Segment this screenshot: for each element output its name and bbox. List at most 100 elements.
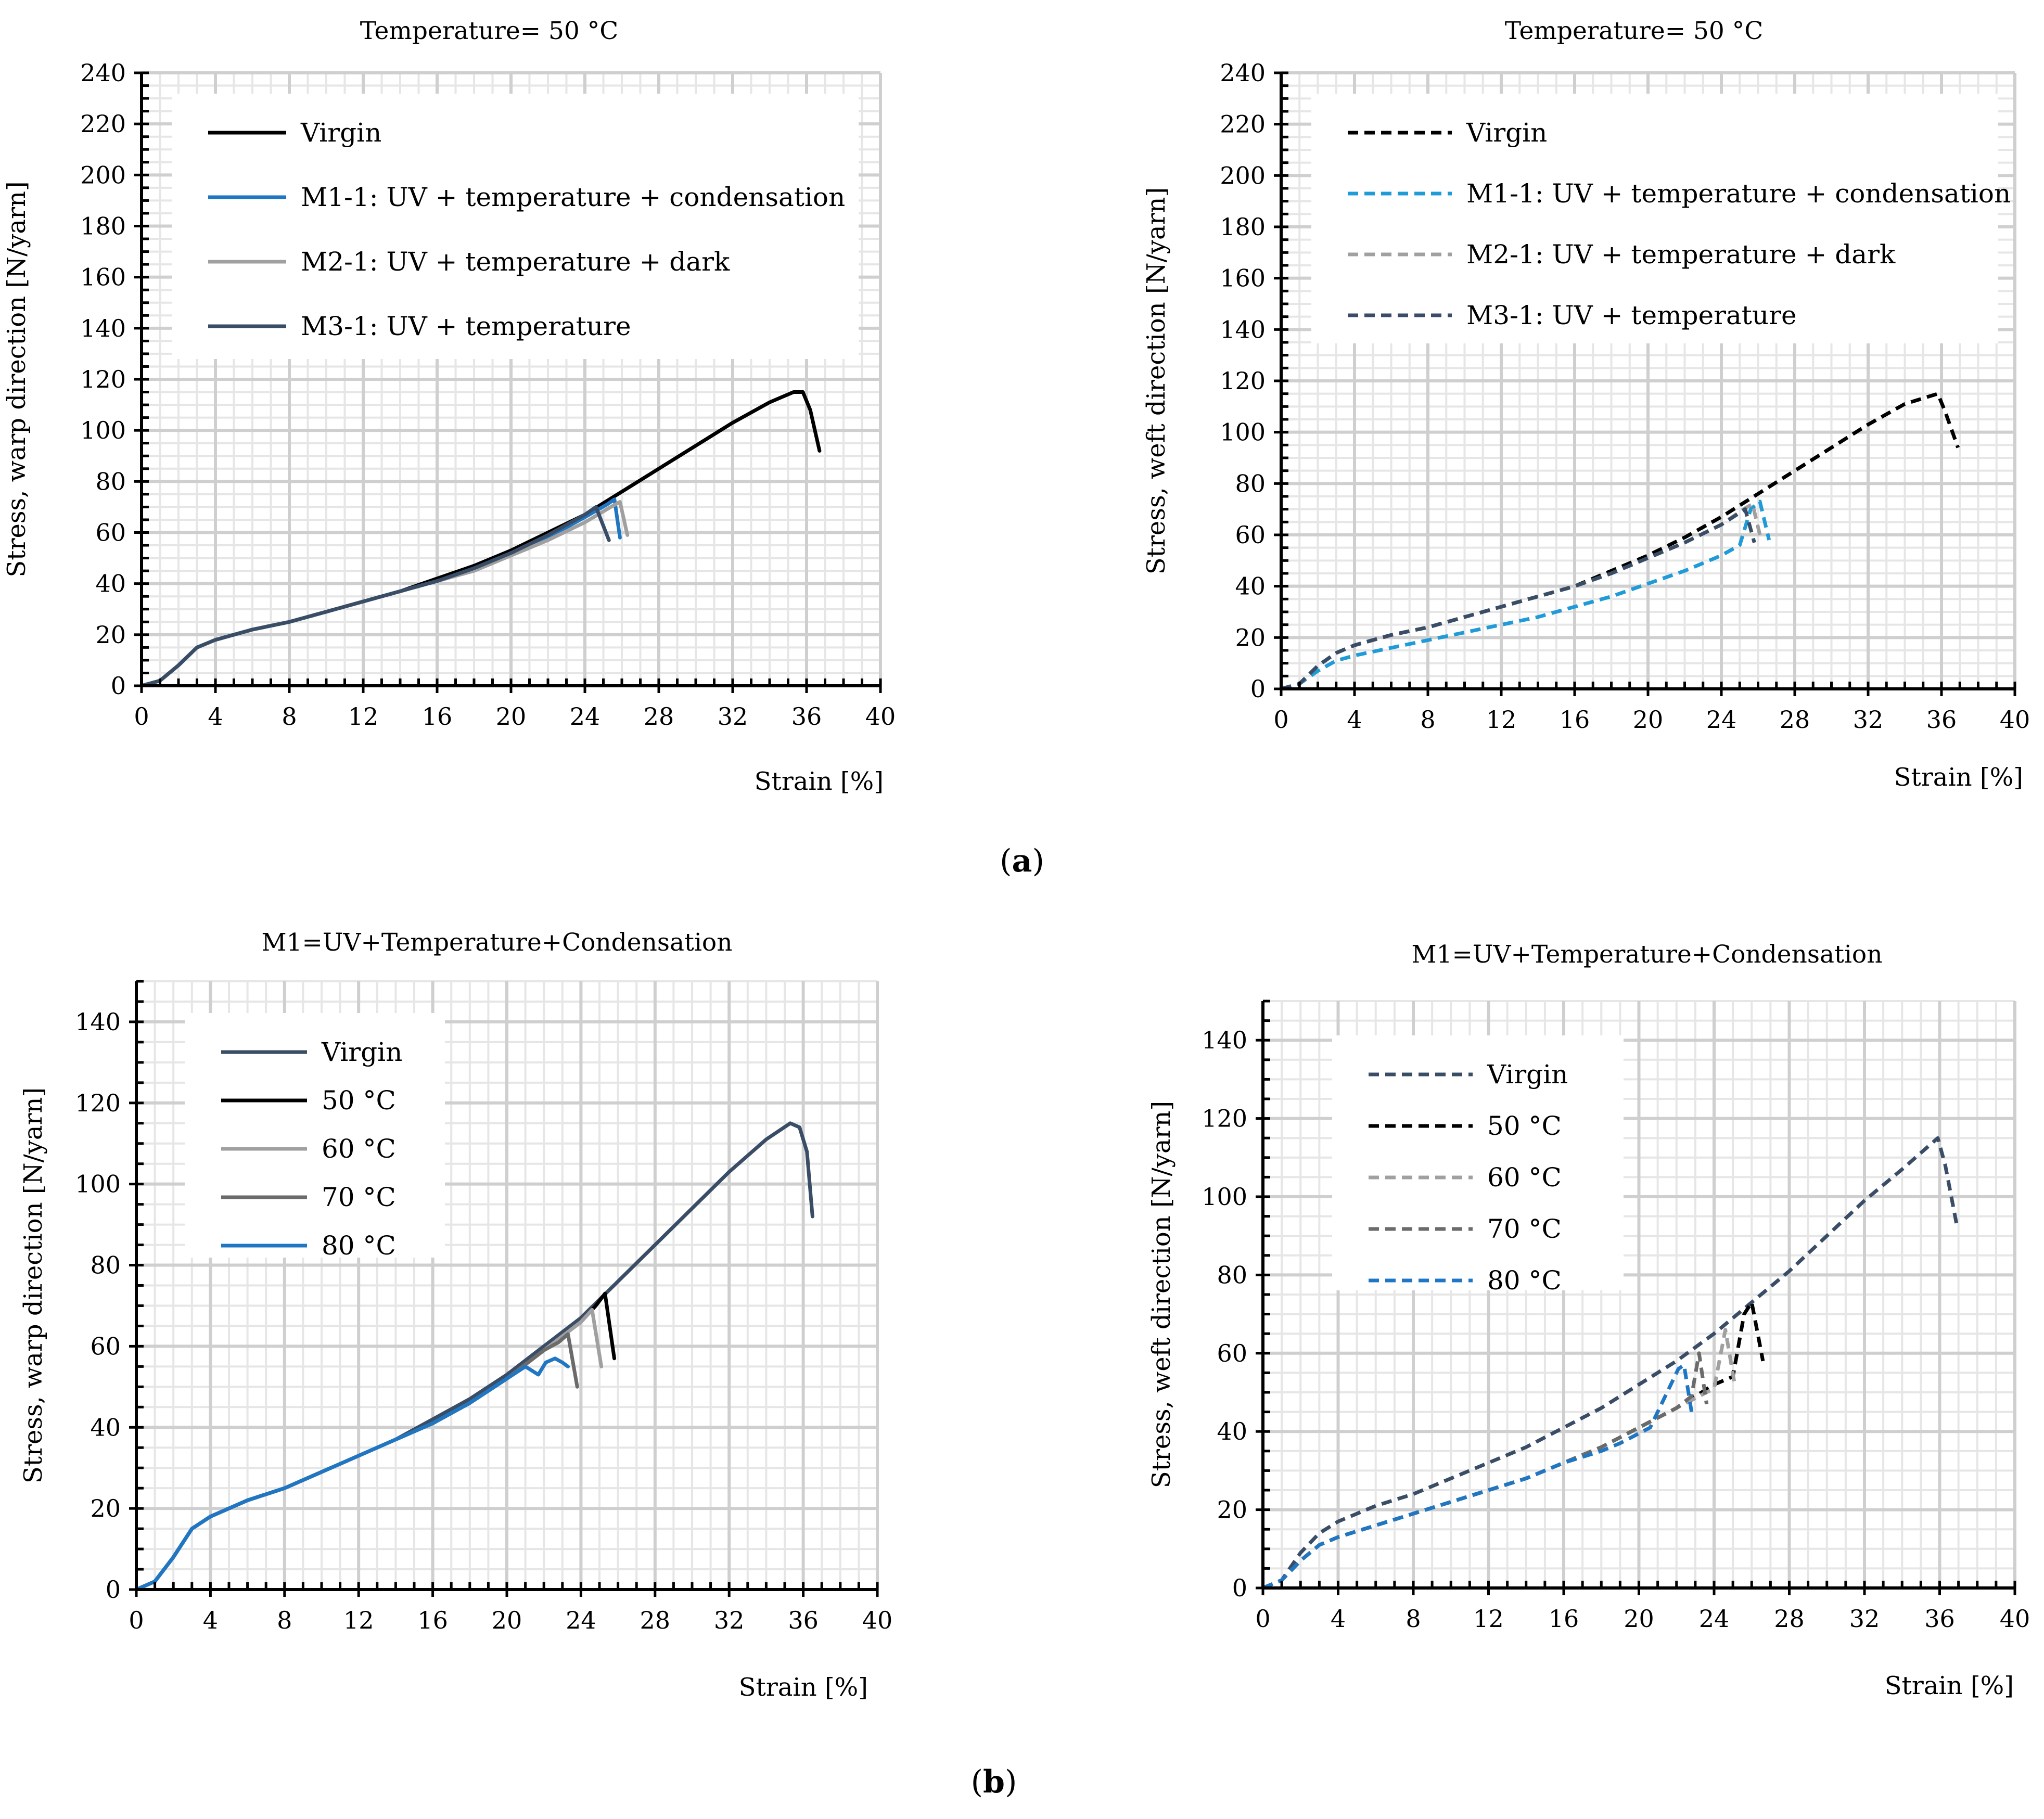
y-tick-label: 140 <box>1202 1026 1247 1054</box>
x-tick-label: 32 <box>714 1606 745 1634</box>
legend-label-4: 70 °C <box>1487 1214 1562 1244</box>
y-tick-label: 100 <box>1202 1183 1247 1211</box>
y-tick-label: 240 <box>1220 59 1266 87</box>
y-tick-label: 240 <box>80 59 126 87</box>
y-tick-label: 40 <box>90 1413 121 1441</box>
y-tick-label: 60 <box>95 519 126 547</box>
x-tick-label: 24 <box>1699 1605 1730 1633</box>
x-tick-label: 4 <box>1347 706 1362 734</box>
x-tick-label: 20 <box>1633 706 1664 734</box>
y-tick-label: 100 <box>1220 418 1266 446</box>
series-line-5 <box>1262 1363 1694 1590</box>
x-tick-label: 36 <box>1926 706 1957 734</box>
x-axis-label: Strain [%] <box>1885 1671 2014 1700</box>
series-line-5 <box>134 1356 570 1592</box>
legend-label-5: 80 °C <box>1487 1265 1562 1296</box>
y-tick-label: 100 <box>75 1170 121 1198</box>
chart-title: M1=UV+Temperature+Condensation <box>1412 940 1883 969</box>
series-line-1 <box>1262 1136 1959 1590</box>
legend-box <box>1311 94 1998 343</box>
legend-label-4: M3-1: UV + temperature <box>1466 300 1797 330</box>
x-tick-label: 32 <box>1849 1605 1880 1633</box>
y-tick-label: 0 <box>111 672 126 700</box>
legend-label-1: Virgin <box>300 118 381 148</box>
y-tick-label: 20 <box>1217 1496 1247 1524</box>
y-tick-label: 200 <box>1220 161 1266 189</box>
x-tick-label: 8 <box>277 1606 292 1634</box>
x-tick-label: 20 <box>492 1606 522 1634</box>
y-tick-label: 140 <box>75 1008 121 1036</box>
chart-title: Temperature= 50 °C <box>1505 17 1763 45</box>
y-tick-label: 220 <box>80 110 126 138</box>
y-tick-label: 40 <box>1235 572 1266 600</box>
y-tick-label: 0 <box>1232 1574 1247 1602</box>
x-tick-label: 8 <box>282 702 297 731</box>
x-tick-label: 36 <box>1924 1605 1955 1633</box>
x-tick-label: 12 <box>1486 706 1517 734</box>
x-tick-label: 28 <box>1774 1605 1805 1633</box>
x-tick-label: 24 <box>566 1606 596 1634</box>
x-tick-label: 0 <box>134 702 149 731</box>
y-axis-label: Stress, warp direction [N/yarn] <box>19 1087 48 1483</box>
x-axis-label: Strain [%] <box>1894 763 2023 792</box>
y-tick-label: 80 <box>1235 469 1266 497</box>
y-tick-label: 140 <box>80 314 126 342</box>
y-tick-label: 200 <box>80 161 126 189</box>
y-tick-label: 160 <box>1220 264 1266 292</box>
chart-1: Virgin M1-1: UV + temperature + condensat… <box>2 17 896 796</box>
y-tick-label: 220 <box>1220 110 1266 138</box>
x-tick-label: 24 <box>570 702 601 731</box>
legend-label-2: M1-1: UV + temperature + condensation <box>1466 178 2011 209</box>
legend-label-3: M2-1: UV + temperature + dark <box>1466 239 1896 270</box>
x-axis-label: Strain [%] <box>739 1673 868 1702</box>
y-tick-label: 40 <box>95 570 126 598</box>
chart-3: Virgin 50 °C 60 °C 70 °C 80 °C 0 4 8 12 16 20 24 28 3… <box>19 928 892 1702</box>
series-line-4 <box>139 505 611 688</box>
series-line-2 <box>1281 499 1771 691</box>
legend-label-1: Virgin <box>1487 1059 1568 1090</box>
x-tick-label: 16 <box>417 1606 448 1634</box>
series-line-1 <box>1281 392 1960 691</box>
x-tick-label: 40 <box>862 1606 893 1634</box>
x-tick-label: 40 <box>2000 1605 2030 1633</box>
grid <box>1261 1000 2016 1590</box>
y-tick-label: 60 <box>90 1332 121 1360</box>
x-tick-label: 28 <box>644 702 674 731</box>
y-tick-label: 40 <box>1217 1417 1247 1445</box>
legend-label-3: M2-1: UV + temperature + dark <box>301 247 730 277</box>
x-tick-label: 28 <box>640 1606 671 1634</box>
legend-label-1: Virgin <box>321 1037 402 1067</box>
y-tick-label: 140 <box>1220 315 1266 343</box>
x-tick-label: 12 <box>348 702 379 731</box>
x-tick-label: 4 <box>203 1606 218 1634</box>
y-tick-label: 0 <box>106 1575 121 1604</box>
chart-2: Virgin M1-1: UV + temperature + condensat… <box>1142 17 2030 792</box>
y-tick-label: 60 <box>1235 521 1266 549</box>
y-tick-label: 180 <box>1220 213 1266 241</box>
chart-title: M1=UV+Temperature+Condensation <box>262 928 733 957</box>
legend-label-2: 50 °C <box>1487 1111 1562 1141</box>
x-tick-label: 12 <box>1473 1605 1504 1633</box>
x-tick-label: 0 <box>1255 1605 1270 1633</box>
x-tick-label: 32 <box>718 702 748 731</box>
y-axis-label: Stress, weft direction [N/yarn] <box>1147 1101 1176 1488</box>
legend-label-4: 70 °C <box>322 1182 396 1212</box>
x-tick-label: 8 <box>1420 706 1435 734</box>
legend-label-5: 80 °C <box>322 1231 396 1261</box>
y-tick-label: 80 <box>90 1251 121 1279</box>
x-tick-label: 4 <box>1331 1605 1346 1633</box>
x-tick-label: 40 <box>865 702 896 731</box>
x-tick-label: 20 <box>496 702 527 731</box>
x-tick-label: 24 <box>1706 706 1737 734</box>
y-tick-label: 20 <box>90 1494 121 1522</box>
y-tick-label: 0 <box>1250 675 1266 703</box>
series-line-4 <box>1281 507 1756 691</box>
legend-box <box>185 1013 445 1258</box>
y-tick-label: 60 <box>1217 1339 1247 1367</box>
legend-label-1: Virgin <box>1466 118 1547 148</box>
y-tick-label: 80 <box>1217 1261 1247 1289</box>
x-tick-label: 12 <box>343 1606 374 1634</box>
x-tick-label: 0 <box>129 1606 144 1634</box>
x-tick-label: 4 <box>208 702 223 731</box>
